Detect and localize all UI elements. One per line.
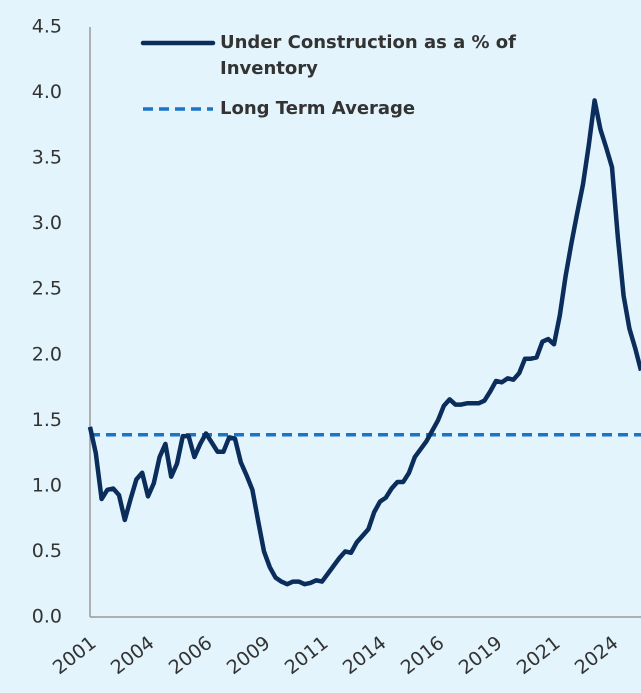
y-tick-label: 2.0 [32,343,62,365]
y-tick-label: 3.5 [32,147,62,169]
x-tick-label: 2014 [339,632,391,679]
y-tick-label: 1.0 [32,474,62,496]
data-line [87,98,641,587]
y-tick-label: 3.0 [32,212,62,234]
x-tick-label: 2019 [455,632,507,679]
x-tick-label: 2016 [397,632,449,679]
y-tick-label: 2.5 [32,278,62,300]
y-tick-label: 1.5 [32,409,62,431]
legend-label: Under Construction as a % of Inventory [220,32,516,79]
x-tick-label: 2006 [165,632,217,679]
y-tick-label: 0.0 [32,606,62,628]
x-tick-label: 2011 [281,632,333,679]
y-tick-label: 4.0 [32,81,62,103]
x-tick-label: 2004 [107,632,159,679]
y-tick-label: 0.5 [32,540,62,562]
x-tick-label: 2021 [513,632,565,679]
y-tick-label: 4.5 [32,16,62,38]
legend-label: Long Term Average [220,98,416,119]
x-tick-label: 2024 [571,632,623,679]
x-tick-label: 2009 [223,632,275,679]
x-tick-label: 2001 [49,632,101,679]
